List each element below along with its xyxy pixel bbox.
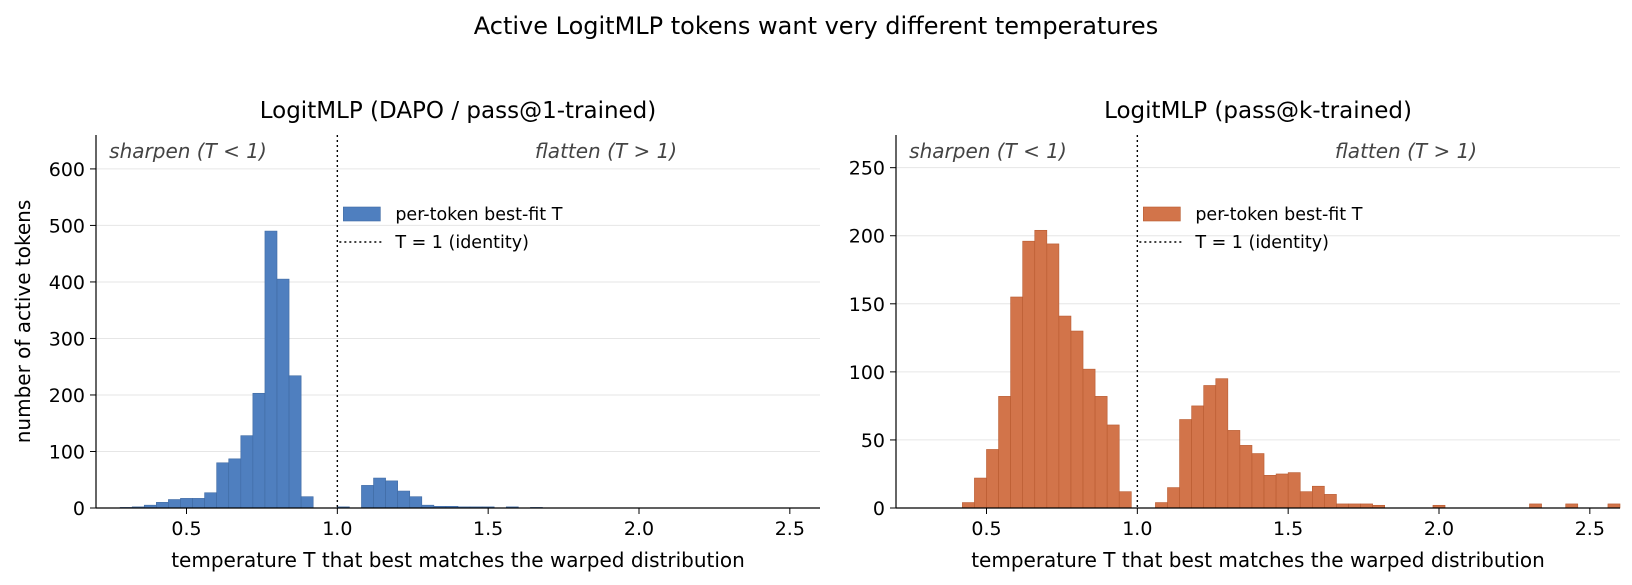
histogram-bar bbox=[204, 492, 217, 509]
y-tick-label: 400 bbox=[49, 272, 85, 294]
legend-swatch-bar bbox=[1143, 206, 1181, 222]
region-annotation-left: sharpen (T < 1) bbox=[909, 139, 1067, 163]
x-tick-label: 2.5 bbox=[775, 518, 805, 540]
legend-swatch-bar bbox=[343, 206, 381, 222]
y-tick-label: 0 bbox=[873, 498, 885, 520]
x-tick-label: 2.0 bbox=[1424, 518, 1454, 540]
histogram-bar bbox=[1215, 378, 1229, 509]
histogram-bar bbox=[264, 230, 278, 509]
chart-title: LogitMLP (pass@k-trained) bbox=[1104, 98, 1412, 124]
x-tick-label: 1.5 bbox=[473, 518, 503, 540]
y-tick-label: 600 bbox=[49, 159, 85, 181]
y-tick-label: 200 bbox=[49, 385, 85, 407]
histogram-bar bbox=[974, 477, 987, 509]
histogram-bar bbox=[1336, 503, 1349, 509]
y-tick-label: 200 bbox=[849, 226, 885, 248]
histogram-bar bbox=[1299, 491, 1313, 509]
histogram-bar bbox=[156, 502, 169, 509]
histogram-bar bbox=[1324, 494, 1337, 509]
histogram-bar bbox=[1203, 385, 1217, 509]
y-tick-label: 250 bbox=[849, 158, 885, 180]
histogram-bar bbox=[1118, 491, 1132, 509]
region-annotation-left: sharpen (T < 1) bbox=[109, 139, 267, 163]
histogram-bar bbox=[1565, 503, 1579, 509]
histogram-bar bbox=[300, 496, 314, 509]
x-tick-label: 2.0 bbox=[624, 518, 654, 540]
histogram-bar bbox=[962, 502, 975, 509]
histogram-bar bbox=[1010, 296, 1024, 509]
y-tick-label: 100 bbox=[49, 441, 85, 463]
histogram-bar bbox=[1167, 487, 1180, 509]
chart-panel-passk: 0 50 100 150 200 250 0.5 1.0 1.5 2.0 2.5 LogitMLP (… bbox=[849, 98, 1621, 572]
histogram-bar bbox=[361, 485, 374, 509]
y-tick-label: 0 bbox=[73, 498, 85, 520]
legend-label: per-token best-fit T bbox=[395, 205, 562, 225]
chart-panel-dapo: 0 100 200 300 400 500 600 0.5 1.0 1.5 2.0 2.5 LogitM… bbox=[11, 98, 820, 572]
histogram-bar bbox=[240, 435, 254, 509]
histogram-bar bbox=[373, 477, 386, 509]
histogram-bar bbox=[1070, 330, 1084, 509]
histogram-bar bbox=[1058, 315, 1072, 509]
histogram-bar bbox=[409, 496, 423, 509]
histogram-bar bbox=[228, 458, 242, 509]
y-tick-label: 150 bbox=[849, 294, 885, 316]
histogram-bar bbox=[1529, 503, 1542, 509]
legend-label: T = 1 (identity) bbox=[394, 233, 529, 253]
histogram-bar bbox=[216, 462, 230, 509]
histogram-bar bbox=[1275, 473, 1289, 509]
histogram-bar bbox=[1155, 502, 1168, 509]
x-tick-label: 2.5 bbox=[1575, 518, 1605, 540]
histogram-bar bbox=[998, 396, 1011, 509]
histogram-bar bbox=[1046, 243, 1060, 509]
x-tick-label: 0.5 bbox=[171, 518, 201, 540]
histogram-bar bbox=[276, 278, 290, 509]
histogram-bar bbox=[1227, 430, 1241, 509]
histogram-bar bbox=[1360, 503, 1373, 509]
histogram-bar bbox=[1179, 419, 1192, 509]
x-tick-label: 1.5 bbox=[1273, 518, 1303, 540]
histogram-bar bbox=[1263, 475, 1277, 509]
histogram-bar bbox=[1191, 405, 1204, 509]
histogram-bar bbox=[1312, 485, 1325, 509]
histogram-bar bbox=[1106, 424, 1120, 509]
x-tick-label: 1.0 bbox=[322, 518, 352, 540]
x-axis-label: temperature T that best matches the warp… bbox=[971, 548, 1545, 572]
histogram-bar bbox=[1082, 368, 1096, 509]
chart-title: LogitMLP (DAPO / pass@1-trained) bbox=[260, 98, 657, 124]
histogram-bar bbox=[288, 375, 302, 509]
histogram-bar bbox=[397, 490, 411, 509]
y-tick-label: 50 bbox=[861, 430, 885, 452]
figure-suptitle: Active LogitMLP tokens want very differe… bbox=[474, 12, 1158, 40]
legend-label: T = 1 (identity) bbox=[1194, 233, 1329, 253]
y-tick-label: 300 bbox=[49, 328, 85, 350]
y-tick-label: 500 bbox=[49, 215, 85, 237]
histogram-bar bbox=[1251, 453, 1265, 509]
region-annotation-right: flatten (T > 1) bbox=[535, 139, 677, 163]
histogram-bar bbox=[180, 498, 193, 509]
histogram-bar bbox=[385, 480, 398, 509]
region-annotation-right: flatten (T > 1) bbox=[1335, 139, 1477, 163]
histogram-bar bbox=[1022, 240, 1036, 509]
x-axis-label: temperature T that best matches the warp… bbox=[171, 548, 745, 572]
histogram-bar bbox=[1034, 229, 1048, 509]
histogram-bar bbox=[1239, 445, 1253, 509]
histogram-bar bbox=[192, 498, 205, 509]
legend-label: per-token best-fit T bbox=[1195, 205, 1362, 225]
histogram-bar bbox=[1348, 503, 1361, 509]
histogram-bar bbox=[1607, 503, 1621, 509]
y-axis-label: number of active tokens bbox=[11, 200, 35, 444]
x-tick-label: 0.5 bbox=[971, 518, 1001, 540]
histogram-bar bbox=[252, 392, 266, 509]
x-tick-label: 1.0 bbox=[1122, 518, 1152, 540]
histogram-bar bbox=[986, 449, 999, 509]
y-tick-label: 100 bbox=[849, 362, 885, 384]
histogram-bar bbox=[168, 499, 181, 509]
histogram-bar bbox=[1287, 472, 1301, 509]
histogram-bar bbox=[1094, 396, 1108, 509]
